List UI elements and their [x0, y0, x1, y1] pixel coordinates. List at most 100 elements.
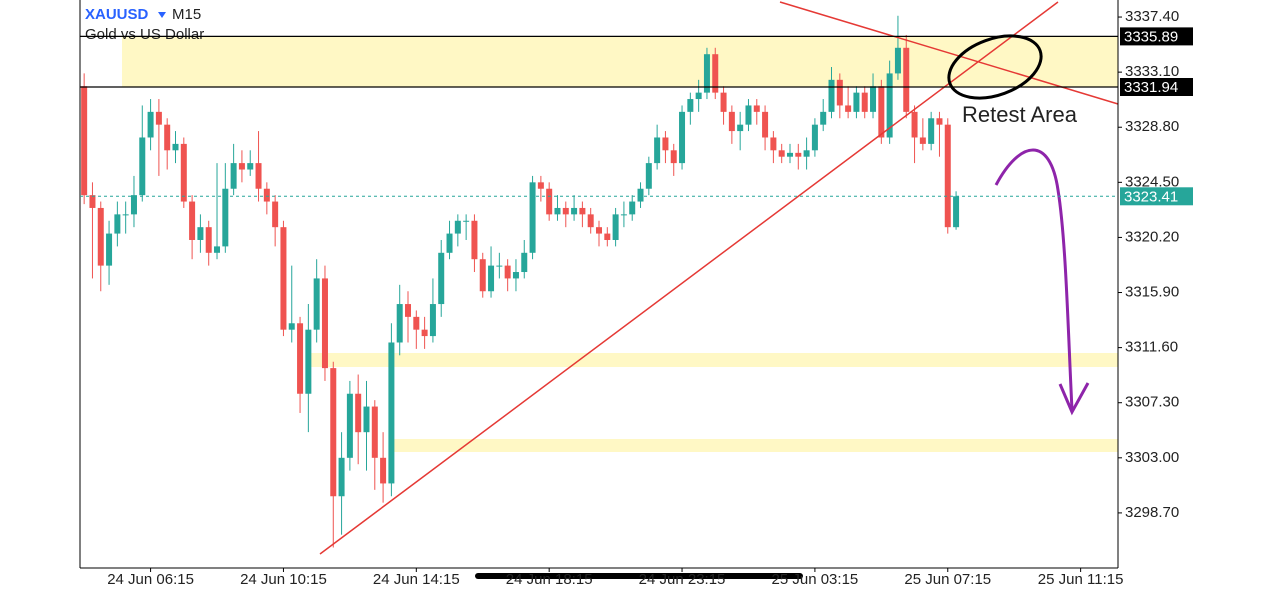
candle-body — [330, 368, 337, 497]
candle-body — [546, 188, 553, 215]
candle-body — [504, 265, 511, 279]
candle-body — [720, 92, 727, 112]
candle-body — [753, 105, 760, 112]
candle-body — [446, 233, 453, 253]
symbol-dropdown — [158, 12, 166, 18]
candle-body — [130, 195, 137, 215]
candle-body — [579, 207, 586, 215]
candle-body — [222, 188, 229, 247]
candle-body — [936, 118, 943, 125]
candle-body — [778, 150, 785, 157]
candle-body — [861, 92, 868, 112]
annotation: Retest Area — [962, 102, 1078, 127]
candle-body — [554, 207, 561, 215]
candle-body — [297, 323, 304, 394]
candle-body — [654, 137, 661, 164]
candle-body — [604, 233, 611, 240]
y-tick-label: 3337.40 — [1125, 8, 1179, 25]
candle-body — [355, 393, 362, 433]
candle-body — [845, 105, 852, 112]
candle-body — [238, 163, 245, 170]
candle-body — [612, 214, 619, 240]
x-tick-label: 24 Jun 14:15 — [373, 571, 460, 588]
x-tick-label: 25 Jun 03:15 — [772, 571, 859, 588]
candle-body — [205, 227, 212, 253]
timeframe: M15 — [172, 6, 201, 23]
resistance-zone — [122, 36, 1118, 88]
x-tick-label: 25 Jun 07:15 — [904, 571, 991, 588]
candle-body — [679, 111, 686, 164]
candle-body — [637, 188, 644, 202]
candle-body — [106, 233, 113, 266]
candle-body — [836, 79, 843, 106]
candle-body — [795, 152, 802, 157]
subtitle: Gold vs US Dollar — [85, 26, 204, 43]
candle-body — [571, 207, 578, 215]
level-label: 3335.89 — [1124, 28, 1178, 45]
level-label-box — [1120, 27, 1193, 46]
candle-body — [811, 124, 818, 151]
candle-body — [214, 246, 221, 253]
candle-body — [953, 196, 960, 228]
candle-body — [313, 278, 320, 330]
candle-body — [189, 201, 196, 240]
scroll-bar — [475, 573, 803, 579]
y-tick-label: 3303.00 — [1125, 449, 1179, 466]
candle-body — [172, 143, 179, 151]
candle-body — [645, 163, 652, 189]
candle-body — [197, 227, 204, 240]
last-price-box — [1120, 187, 1193, 206]
x-tick-label: 24 Jun 18:15 — [506, 571, 593, 588]
candle-body — [745, 105, 752, 125]
candle-body — [596, 227, 602, 234]
trend-line — [319, 1, 1059, 555]
candle-body — [786, 152, 793, 157]
candle-body — [438, 252, 445, 305]
y-tick-label: 3328.80 — [1125, 118, 1179, 135]
candle-body — [388, 342, 395, 484]
candle-body — [272, 201, 279, 228]
candle-body — [803, 150, 810, 157]
y-tick-label: 3307.30 — [1125, 394, 1179, 411]
candle-body — [537, 182, 544, 189]
candle-body — [820, 111, 827, 125]
candle-body — [770, 137, 777, 151]
candle-body — [488, 265, 495, 292]
candle-body — [247, 163, 254, 170]
support-zone — [310, 353, 1118, 367]
candle-body — [886, 73, 893, 138]
zones — [310, 353, 1118, 452]
down-arrow — [994, 148, 1074, 411]
candle-body — [463, 220, 470, 222]
candle-body — [155, 111, 162, 125]
frame — [79, 0, 1119, 569]
candle-body — [139, 137, 146, 196]
candle-body — [919, 137, 926, 144]
candle-body — [587, 214, 594, 228]
candle-body — [737, 124, 744, 132]
candle-body — [762, 111, 769, 138]
level-label-box — [1120, 78, 1193, 97]
candle-body — [562, 207, 569, 215]
candle-body — [89, 195, 96, 208]
x-tick-label: 24 Jun 23:15 — [639, 571, 726, 588]
y-tick-label: 3298.70 — [1125, 504, 1179, 521]
candle-body — [421, 329, 428, 337]
candle-body — [529, 182, 536, 253]
y-tick-label: 3324.50 — [1125, 173, 1179, 190]
y-tick-label: 3311.60 — [1125, 339, 1178, 356]
candle-body — [479, 259, 486, 292]
candle-body — [255, 163, 262, 189]
y-tick-label: 3315.90 — [1125, 283, 1179, 300]
candle-body — [687, 99, 694, 112]
y-tick-label: 3333.10 — [1125, 63, 1179, 80]
candle-body — [828, 79, 835, 112]
candle-body — [396, 304, 403, 343]
candle-body — [413, 316, 420, 330]
candle-body — [114, 214, 121, 234]
candle-body — [288, 323, 295, 330]
candle-body — [429, 304, 436, 337]
candle-body — [870, 86, 877, 112]
